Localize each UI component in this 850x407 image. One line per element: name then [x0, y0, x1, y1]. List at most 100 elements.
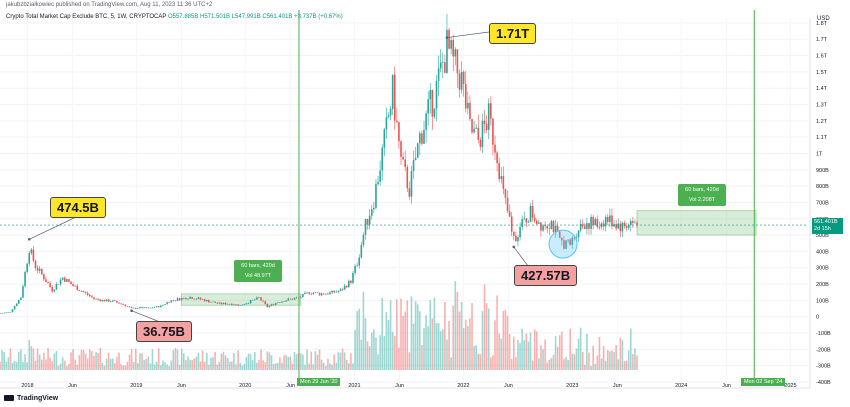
candle-body — [373, 207, 375, 210]
candle-body — [535, 220, 538, 224]
candle-body — [254, 299, 256, 301]
volume-bar — [291, 363, 294, 370]
candle-body — [500, 176, 503, 179]
candle-body — [412, 160, 415, 171]
volume-bar — [437, 323, 440, 370]
volume-bar — [385, 311, 388, 370]
candle-body — [550, 220, 553, 230]
volume-bar — [412, 323, 415, 370]
y-tick-label: 0 — [816, 315, 819, 321]
last-price-tag: 561.401B 2d 15h — [812, 218, 843, 234]
x-tick-label: 2022 — [457, 383, 469, 389]
y-tick-label: 1.1T — [816, 135, 828, 141]
tradingview-wordmark: TradingView — [17, 395, 59, 402]
candle-body — [348, 280, 350, 288]
volume-bar — [157, 348, 160, 370]
candle-body — [57, 284, 60, 285]
candle-body — [5, 312, 8, 313]
candle-body — [575, 237, 578, 238]
volume-bar — [314, 351, 317, 370]
callout-pointer — [446, 31, 490, 38]
candle-body — [120, 303, 122, 305]
candle-body — [124, 304, 127, 307]
volume-bar — [86, 358, 89, 370]
volume-bar — [567, 360, 569, 370]
volume-bar — [408, 352, 411, 370]
volume-bar — [126, 361, 129, 370]
volume-bar — [581, 352, 584, 370]
candle-body — [617, 223, 620, 229]
candle-body — [32, 249, 35, 261]
volume-bar — [475, 345, 478, 370]
volume-bar — [53, 353, 56, 370]
volume-bar — [494, 320, 496, 370]
volume-bar — [510, 359, 513, 370]
y-tick-label: 800B — [816, 184, 829, 190]
candle-body — [128, 306, 131, 308]
volume-bar — [563, 359, 565, 370]
candle-body — [521, 219, 523, 227]
volume-bar — [596, 355, 599, 370]
candle-body — [464, 83, 467, 109]
candle-body — [235, 304, 237, 305]
candle-body — [540, 222, 542, 231]
volume-bar — [421, 345, 423, 370]
volume-bar — [533, 329, 536, 370]
candle-body — [141, 307, 143, 309]
candle-body — [26, 263, 28, 272]
volume-bar — [13, 360, 16, 370]
candle-body — [533, 217, 536, 221]
candle-body — [302, 294, 304, 298]
candle-body — [122, 303, 125, 305]
volume-bar — [264, 362, 267, 370]
volume-bar — [435, 323, 438, 370]
volume-bar — [262, 360, 264, 370]
candle-body — [17, 299, 20, 304]
candle-body — [385, 117, 388, 130]
candle-body — [214, 301, 216, 303]
tradingview-logo[interactable]: TradingView — [4, 395, 58, 402]
candle-body — [218, 302, 221, 304]
volume-bar — [214, 351, 216, 370]
candle-body — [126, 306, 129, 307]
candle-body — [352, 272, 354, 283]
candle-body — [270, 304, 273, 306]
volume-bar — [327, 358, 329, 370]
candle-body — [11, 309, 14, 313]
y-tick-label: 400B — [816, 249, 829, 255]
candle-body — [517, 237, 519, 242]
candle-body — [91, 296, 93, 298]
volume-bar — [235, 364, 237, 370]
volume-bar — [379, 335, 381, 370]
candle-body — [97, 298, 99, 300]
volume-bar — [132, 362, 135, 370]
volume-bar — [170, 360, 173, 370]
volume-bar — [368, 346, 371, 370]
candle-body — [448, 29, 450, 49]
volume-bar — [396, 299, 398, 370]
symbol-title[interactable]: Crypto Total Market Cap Exclude BTC, 5, … — [6, 14, 167, 20]
candle-body — [170, 300, 173, 303]
y-tick-label: 1.7T — [816, 37, 828, 43]
candle-body — [205, 299, 208, 302]
candle-body — [237, 304, 239, 306]
candle-body — [619, 223, 622, 232]
candle-body — [231, 303, 233, 305]
candle-body — [70, 281, 72, 285]
volume-bar — [160, 365, 162, 370]
candle-body — [193, 298, 196, 300]
candle-body — [581, 223, 584, 227]
candle-body — [143, 307, 145, 309]
volume-bar — [619, 337, 622, 370]
candle-body — [563, 240, 565, 249]
candle-body — [241, 304, 244, 306]
candle-body — [210, 301, 212, 303]
candle-body — [3, 312, 5, 314]
volume-bar — [134, 348, 137, 370]
volume-bar — [404, 311, 406, 370]
candle-body — [623, 222, 626, 227]
volume-bar — [552, 354, 555, 370]
candle-body — [398, 122, 400, 142]
candle-body — [164, 304, 166, 305]
